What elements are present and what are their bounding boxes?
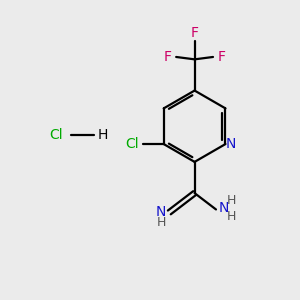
- Text: N: N: [156, 205, 166, 219]
- Text: Cl: Cl: [126, 137, 139, 151]
- Text: N: N: [218, 201, 229, 215]
- Text: N: N: [226, 137, 236, 151]
- Text: H: H: [98, 128, 108, 142]
- Text: H: H: [227, 194, 236, 207]
- Text: F: F: [190, 26, 199, 40]
- Text: H: H: [156, 216, 166, 229]
- Text: Cl: Cl: [50, 128, 63, 142]
- Text: H: H: [227, 210, 236, 224]
- Text: F: F: [217, 50, 225, 64]
- Text: F: F: [164, 50, 172, 64]
